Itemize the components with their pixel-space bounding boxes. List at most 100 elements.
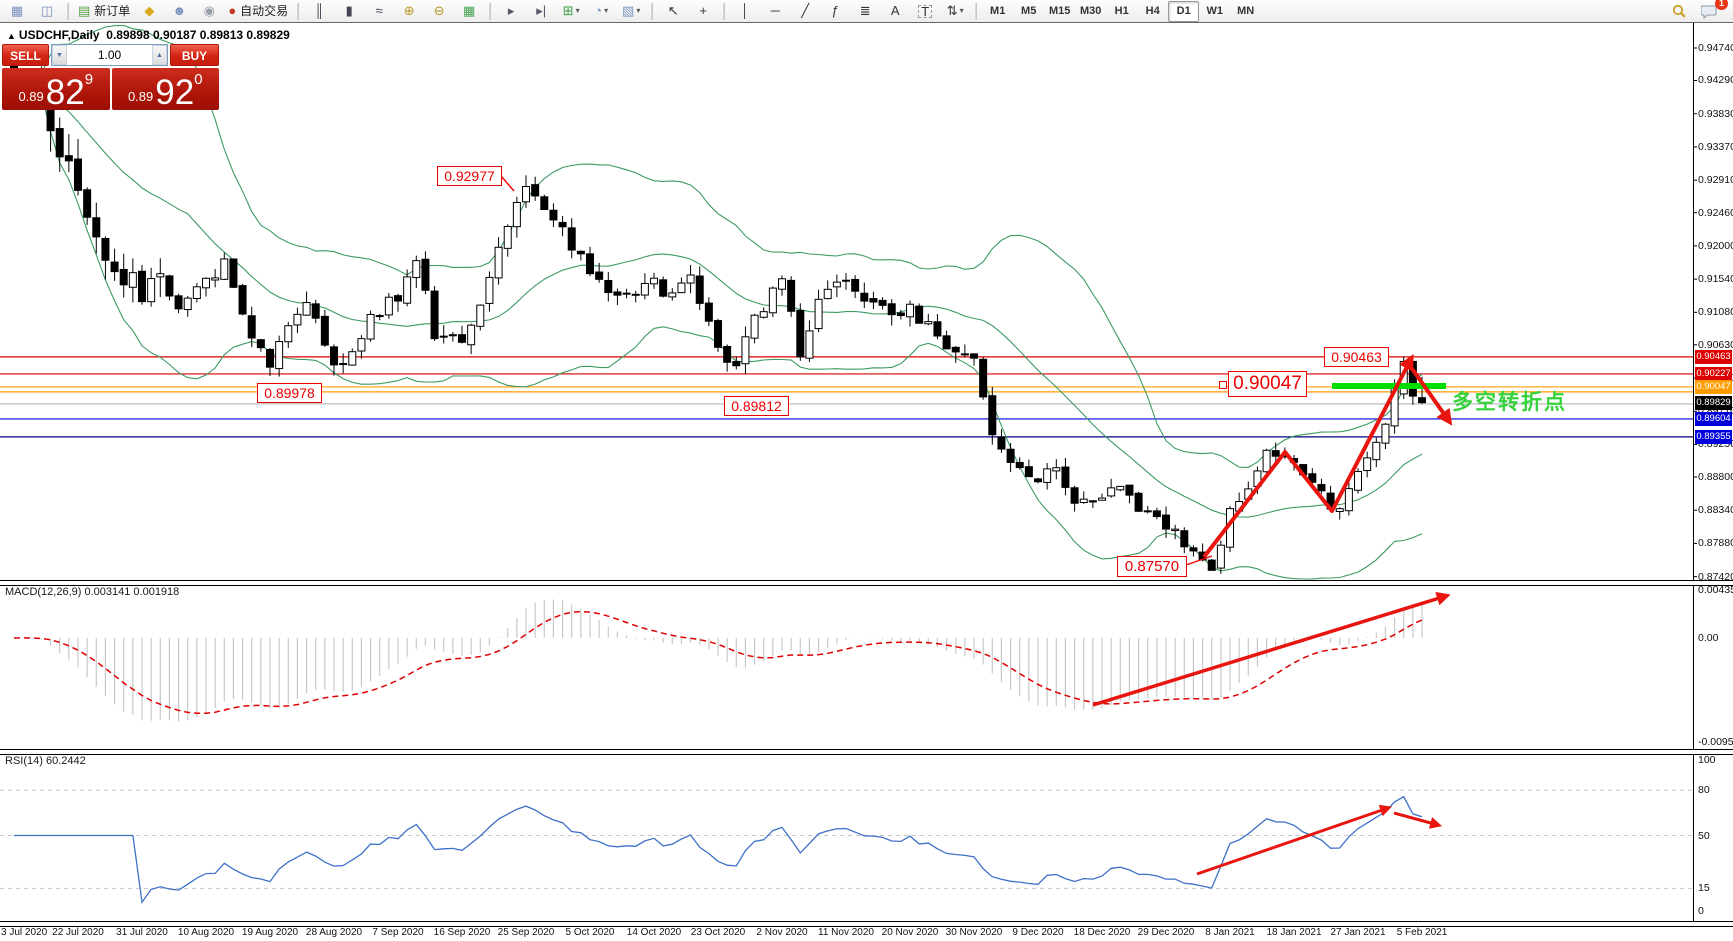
- date-axis-label: 31 Jul 2020: [116, 927, 168, 938]
- buy-price[interactable]: 0.89 92 0: [111, 68, 219, 110]
- price-label-annotation[interactable]: 0.87570: [1117, 556, 1187, 577]
- fibonacci-icon: ≣: [859, 3, 871, 18]
- add-indicator-icon: ⊞: [562, 3, 574, 18]
- search-icon[interactable]: [1665, 0, 1693, 22]
- price-axis-tick: 0.93370: [1698, 140, 1733, 153]
- price-label-annotation[interactable]: 0.89812: [724, 396, 789, 416]
- timeframe-button-mn[interactable]: MN: [1237, 4, 1255, 17]
- sell-price[interactable]: 0.89 82 9: [2, 68, 110, 110]
- price-label-annotation[interactable]: 0.92977: [437, 166, 502, 186]
- zoom-in-icon[interactable]: ⊕: [395, 0, 423, 22]
- pane-separator[interactable]: [0, 921, 1733, 927]
- bar-chart-type-icon[interactable]: ║: [305, 0, 333, 22]
- one-click-trading-panel: SELL ▼ 1.00 ▲ BUY 0.89 82 9 0.89 92 0: [2, 44, 219, 110]
- toolbar: ▦ ◫ ▤ 新订单 ◆ ☻ ◉ ● 自动交易 ║ ▮ ≈ ⊕ ⊖ ▦ ▸ ▸| ⊞ ▾ ◔ ▾ ▧ ▾ ↖ + │ ─ ╱ ƒ ≣ A T ⇅ ▾…: [0, 0, 1733, 23]
- auto-scroll-icon[interactable]: ▸: [497, 0, 525, 22]
- label-icon: T: [918, 4, 933, 18]
- trend-arrow: [1393, 811, 1443, 829]
- shapes-icon[interactable]: ⇅ ▾: [941, 0, 969, 22]
- label-icon[interactable]: T: [911, 0, 939, 22]
- volume-up-icon[interactable]: ▲: [152, 45, 167, 65]
- trend-arrow: [1202, 354, 1414, 559]
- volume-input[interactable]: 1.00: [97, 48, 122, 62]
- date-axis-label: 30 Nov 2020: [945, 927, 1003, 938]
- rsi-label: RSI(14) 60.2442: [5, 755, 86, 767]
- timeframe-button-w1[interactable]: W1: [1206, 4, 1223, 17]
- date-axis-label: 10 Aug 2020: [177, 927, 235, 938]
- new-order-button[interactable]: ▤ 新订单: [75, 0, 133, 22]
- price-level-chip: 0.89829: [1695, 395, 1732, 410]
- date-axis-label: 25 Sep 2020: [497, 927, 555, 938]
- trendline-icon: ╱: [801, 3, 810, 18]
- price-axis-tick: 0.94740: [1698, 42, 1733, 54]
- vertical-line-icon[interactable]: │: [731, 0, 759, 22]
- data-window-icon: ◫: [40, 3, 54, 18]
- timeframe-button-m30[interactable]: M30: [1079, 4, 1102, 17]
- text-icon[interactable]: A: [881, 0, 909, 22]
- chart-shift-icon[interactable]: ▸|: [527, 0, 555, 22]
- price-label-annotation[interactable]: 0.90047: [1228, 371, 1307, 397]
- main-pane[interactable]: [0, 24, 1693, 580]
- price-axis-tick: 0.93830: [1698, 107, 1733, 120]
- pane-separator[interactable]: [0, 749, 1733, 755]
- add-indicator-icon[interactable]: ⊞ ▾: [557, 0, 585, 22]
- line-chart-type-icon[interactable]: ≈: [365, 0, 393, 22]
- sell-button[interactable]: SELL: [2, 44, 49, 66]
- crosshair-icon[interactable]: +: [689, 0, 717, 22]
- timeframe-button-h4[interactable]: H4: [1145, 4, 1160, 17]
- price-axis-tick: 0.87880: [1698, 537, 1733, 550]
- toolbar-separator: [67, 2, 69, 20]
- pane-separator[interactable]: [0, 580, 1733, 586]
- date-axis-label: 18 Jan 2021: [1266, 927, 1322, 938]
- trendline-icon[interactable]: ╱: [791, 0, 819, 22]
- channel-icon: ƒ: [831, 3, 839, 18]
- date-axis-label: 29 Dec 2020: [1137, 927, 1195, 938]
- date-axis-label: 3 Jul 2020: [1, 927, 48, 938]
- price-axis-tick: 0.94290: [1698, 74, 1733, 87]
- line-anchor-handle[interactable]: [1219, 381, 1227, 389]
- toolbar-separator: [489, 2, 492, 20]
- auto-scroll-icon: ▸: [507, 3, 515, 18]
- templates-icon[interactable]: ▧ ▾: [617, 0, 645, 22]
- bar-chart-type-icon: ║: [314, 3, 324, 18]
- green-level-bar: [1332, 383, 1446, 389]
- date-axis-label: 7 Sep 2020: [372, 927, 424, 938]
- rsi-pane[interactable]: [0, 789, 1693, 904]
- buy-button[interactable]: BUY: [170, 44, 219, 66]
- market-watch-icon[interactable]: ◆: [135, 0, 163, 22]
- horizontal-line-icon[interactable]: ─: [761, 0, 789, 22]
- candle-chart-type-icon[interactable]: ▮: [335, 0, 363, 22]
- volume-stepper[interactable]: ▼ 1.00 ▲: [51, 44, 168, 66]
- timeframe-button-m5[interactable]: M5: [1021, 4, 1037, 17]
- autotrade-button-label: 自动交易: [240, 4, 289, 18]
- timeframe-button-h1[interactable]: H1: [1114, 4, 1129, 17]
- macd-axis-tick: 0.00: [1698, 632, 1719, 644]
- periods-icon[interactable]: ◔ ▾: [587, 0, 615, 22]
- line-chart-type-icon: ≈: [375, 3, 383, 18]
- date-axis-label: 14 Oct 2020: [626, 927, 682, 938]
- volume-down-icon[interactable]: ▼: [52, 45, 67, 65]
- autotrade-button[interactable]: ● 自动交易: [225, 0, 291, 22]
- macd-pane[interactable]: [13, 591, 1451, 722]
- data-window-icon[interactable]: ◫: [33, 0, 61, 22]
- cursor-icon[interactable]: ↖: [659, 0, 687, 22]
- signals-icon[interactable]: ◉: [195, 0, 223, 22]
- zoom-out-icon[interactable]: ⊖: [425, 0, 453, 22]
- timeframe-button-m1[interactable]: M1: [990, 4, 1006, 17]
- annotation-note[interactable]: 多空转折点: [1452, 391, 1567, 414]
- chat-icon[interactable]: 1: [1695, 0, 1728, 22]
- timeframe-button-d1[interactable]: D1: [1168, 0, 1200, 22]
- price-label-annotation[interactable]: 0.90463: [1324, 347, 1389, 367]
- market-watch-icon: ◆: [144, 3, 155, 18]
- timeframe-button-m15[interactable]: M15: [1048, 4, 1071, 17]
- navigator-icon[interactable]: ☻: [165, 0, 193, 22]
- fibonacci-icon[interactable]: ≣: [851, 0, 879, 22]
- text-icon: A: [890, 3, 900, 18]
- price-label-annotation[interactable]: 0.89978: [257, 383, 322, 403]
- chart-window-icon[interactable]: ▦: [3, 0, 31, 22]
- channel-icon[interactable]: ƒ: [821, 0, 849, 22]
- price-chart-canvas[interactable]: [0, 23, 1733, 941]
- chart-area[interactable]: ▲ USDCHF,Daily 0.89898 0.90187 0.89813 0.…: [0, 23, 1733, 941]
- tile-windows-icon[interactable]: ▦: [455, 0, 483, 22]
